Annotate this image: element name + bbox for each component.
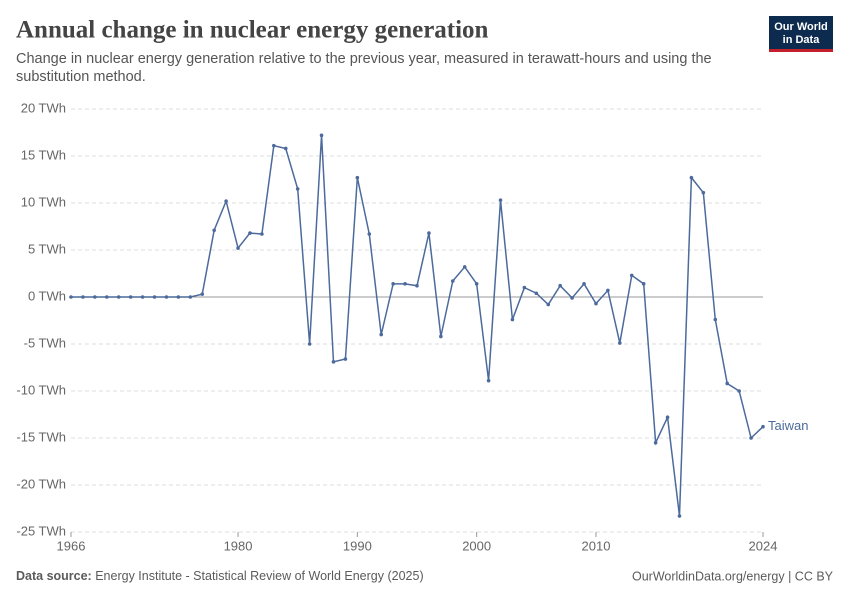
x-tick-label: 1990 — [343, 538, 372, 553]
series-line — [71, 135, 764, 517]
y-tick-label: -10 TWh — [16, 382, 66, 397]
y-tick-label: -20 TWh — [16, 476, 66, 491]
point — [594, 301, 598, 306]
point — [140, 295, 145, 299]
point — [104, 295, 109, 299]
point — [69, 295, 73, 299]
point — [570, 296, 574, 300]
point — [474, 282, 479, 286]
point — [510, 317, 515, 322]
x-tick-label: 2024 — [749, 538, 778, 553]
y-tick-label: 15 TWh — [21, 147, 66, 162]
point — [260, 232, 264, 236]
point — [761, 424, 765, 429]
point — [689, 175, 694, 180]
y-tick-label: 20 TWh — [21, 100, 66, 115]
point — [81, 295, 85, 299]
x-tick-label: 2000 — [462, 538, 491, 553]
source-label: Data source: — [16, 569, 92, 583]
x-tick-label: 2010 — [582, 538, 611, 553]
point — [462, 265, 467, 269]
x-tick-label: 1980 — [224, 538, 253, 553]
point — [701, 190, 706, 195]
point — [713, 317, 718, 322]
point — [128, 295, 133, 299]
point — [93, 295, 97, 299]
point — [307, 342, 312, 346]
point — [152, 295, 157, 299]
source-text: Energy Institute - Statistical Review of… — [95, 569, 423, 583]
point — [653, 440, 658, 445]
point — [415, 283, 419, 288]
point — [176, 295, 181, 299]
point — [188, 295, 193, 299]
point — [534, 291, 539, 296]
point — [498, 198, 503, 202]
chart-subtitle: Change in nuclear energy generation rela… — [16, 51, 712, 85]
logo-text: in Data — [783, 34, 821, 46]
point — [558, 283, 562, 288]
subtitle-box: Change in nuclear energy generation rela… — [16, 51, 712, 85]
point — [212, 228, 216, 233]
point — [582, 282, 586, 286]
point — [224, 199, 228, 203]
y-tick-label: -25 TWh — [16, 523, 66, 538]
point — [618, 341, 622, 345]
y-tick-label: -15 TWh — [16, 429, 66, 444]
point — [319, 133, 324, 138]
point — [606, 288, 610, 293]
point — [200, 292, 205, 296]
y-tick-label: 10 TWh — [21, 194, 66, 209]
point — [522, 285, 527, 290]
point — [272, 143, 276, 148]
point — [439, 334, 443, 339]
y-tick-label: -5 TWh — [24, 335, 66, 350]
point — [236, 246, 240, 250]
point — [116, 295, 121, 299]
point — [379, 332, 384, 337]
logo-bg — [769, 16, 833, 52]
x-tick-label: 1966 — [57, 538, 86, 553]
point — [367, 232, 372, 236]
y-tick-label: 0 TWh — [28, 288, 66, 303]
point — [331, 360, 336, 364]
source: Data source: Energy Institute - Statisti… — [16, 569, 424, 583]
point — [391, 282, 395, 286]
point — [355, 175, 360, 180]
point — [725, 381, 730, 386]
point — [629, 273, 634, 278]
logo-text: Our World — [774, 21, 828, 33]
point — [164, 295, 169, 299]
point — [403, 282, 407, 286]
point — [749, 436, 753, 440]
point — [295, 187, 300, 191]
chart-title: Annual change in nuclear energy generati… — [16, 17, 489, 44]
point — [248, 231, 252, 235]
point — [486, 378, 491, 383]
point — [450, 279, 455, 283]
series-label: Taiwan — [768, 418, 808, 433]
point — [343, 357, 348, 361]
point — [283, 146, 288, 151]
credit: OurWorldinData.org/energy | CC BY — [632, 569, 834, 583]
point — [427, 231, 431, 235]
point — [546, 302, 551, 307]
point — [677, 514, 682, 518]
point — [665, 415, 670, 420]
y-tick-label: 5 TWh — [28, 241, 66, 256]
point — [737, 389, 741, 393]
point — [641, 282, 646, 286]
logo-bar — [769, 49, 833, 52]
